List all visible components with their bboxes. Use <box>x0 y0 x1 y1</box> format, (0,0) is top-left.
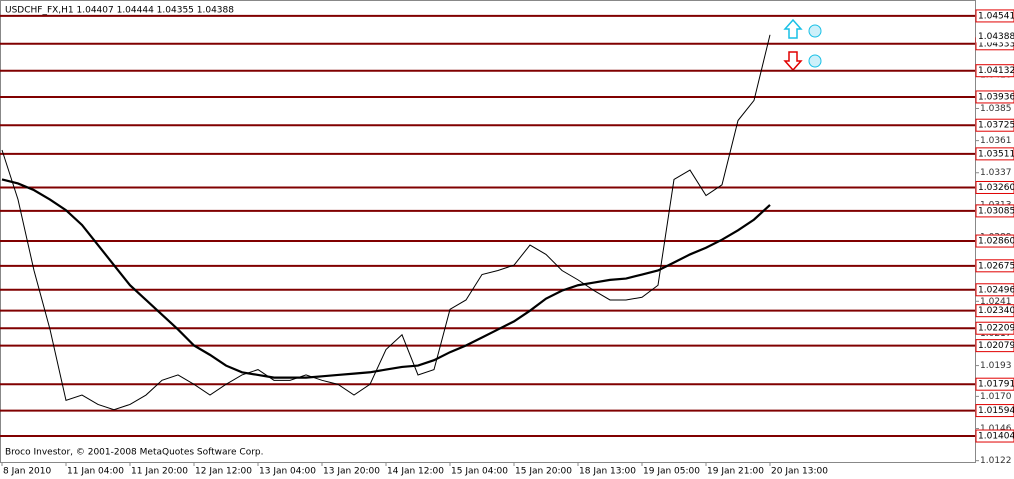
level-label: 1.04541 <box>978 11 1014 21</box>
chart-title: USDCHF_FX,H1 1.04407 1.04444 1.04355 1.0… <box>5 6 234 16</box>
x-tick-label: 11 Jan 04:00 <box>67 467 124 477</box>
level-label-box <box>975 118 1014 132</box>
level-label-box <box>975 404 1014 418</box>
x-tick-label: 19 Jan 21:00 <box>707 467 764 477</box>
level-label: 1.02496 <box>978 285 1014 295</box>
level-label-box <box>975 90 1014 104</box>
level-label-box <box>975 259 1014 273</box>
level-label-box <box>975 283 1014 297</box>
level-label-box <box>975 9 1014 23</box>
up-arrow <box>783 18 803 39</box>
level-label-box <box>975 204 1014 218</box>
level-label: 1.04333 <box>978 39 1014 49</box>
y-tick-label: 1.0385 <box>980 104 1012 114</box>
level-label-box <box>975 339 1014 353</box>
level-label-box <box>975 180 1014 194</box>
level-label: 1.02675 <box>978 261 1014 271</box>
down-arrow <box>783 51 803 72</box>
x-tick-label: 15 Jan 20:00 <box>515 467 572 477</box>
level-label: 1.03260 <box>978 183 1014 193</box>
level-label: 1.01791 <box>978 380 1014 390</box>
level-label-box <box>975 64 1014 78</box>
level-label: 1.02209 <box>978 324 1014 334</box>
signal-icons <box>783 18 822 72</box>
level-label-box <box>975 147 1014 161</box>
x-tick-label: 15 Jan 04:00 <box>451 467 508 477</box>
x-tick-label: 14 Jan 12:00 <box>387 467 444 477</box>
last-price-box <box>976 30 1014 43</box>
plot-frame <box>0 0 976 463</box>
level-label: 1.01404 <box>978 432 1014 442</box>
x-tick-label: 20 Jan 13:00 <box>771 467 828 477</box>
level-label-box <box>975 321 1014 335</box>
x-tick-label: 8 Jan 2010 <box>3 467 51 477</box>
level-label: 1.03936 <box>978 92 1014 102</box>
level-label-box <box>975 429 1014 443</box>
level-label-box <box>975 304 1014 318</box>
level-label: 1.03725 <box>978 121 1014 131</box>
level-label-box <box>975 234 1014 248</box>
y-tick-label: 1.0241 <box>980 297 1012 307</box>
y-tick-label: 1.0122 <box>980 456 1012 466</box>
level-label: 1.02860 <box>978 237 1014 247</box>
price-line <box>1 34 771 411</box>
level-label: 1.03085 <box>978 206 1014 216</box>
y-tick-label: 1.0146 <box>980 424 1012 434</box>
level-label: 1.02340 <box>978 306 1014 316</box>
y-tick-label: 1.0361 <box>980 136 1012 146</box>
level-label: 1.01594 <box>978 406 1014 416</box>
x-tick-label: 13 Jan 04:00 <box>259 467 316 477</box>
x-tick-label: 12 Jan 12:00 <box>195 467 252 477</box>
x-tick-label: 18 Jan 13:00 <box>579 467 636 477</box>
level-label: 1.02079 <box>978 341 1014 351</box>
level-label-box <box>975 377 1014 391</box>
x-tick-label: 19 Jan 05:00 <box>643 467 700 477</box>
level-label: 1.04132 <box>978 66 1014 76</box>
y-tick-label: 1.0337 <box>980 168 1012 178</box>
moving-average-line <box>1 178 771 379</box>
footer-text: Broco Investor, © 2001-2008 MetaQuotes S… <box>5 448 264 458</box>
last-price-label: 1.04388 <box>978 32 1014 42</box>
level-label: 1.03511 <box>978 149 1014 159</box>
x-tick-label: 13 Jan 20:00 <box>323 467 380 477</box>
y-tick-label: 1.0193 <box>980 361 1012 371</box>
hand-icon <box>808 24 822 38</box>
hand-icon <box>808 54 822 68</box>
y-tick-label: 1.0170 <box>980 392 1012 402</box>
x-tick-label: 11 Jan 20:00 <box>131 467 188 477</box>
